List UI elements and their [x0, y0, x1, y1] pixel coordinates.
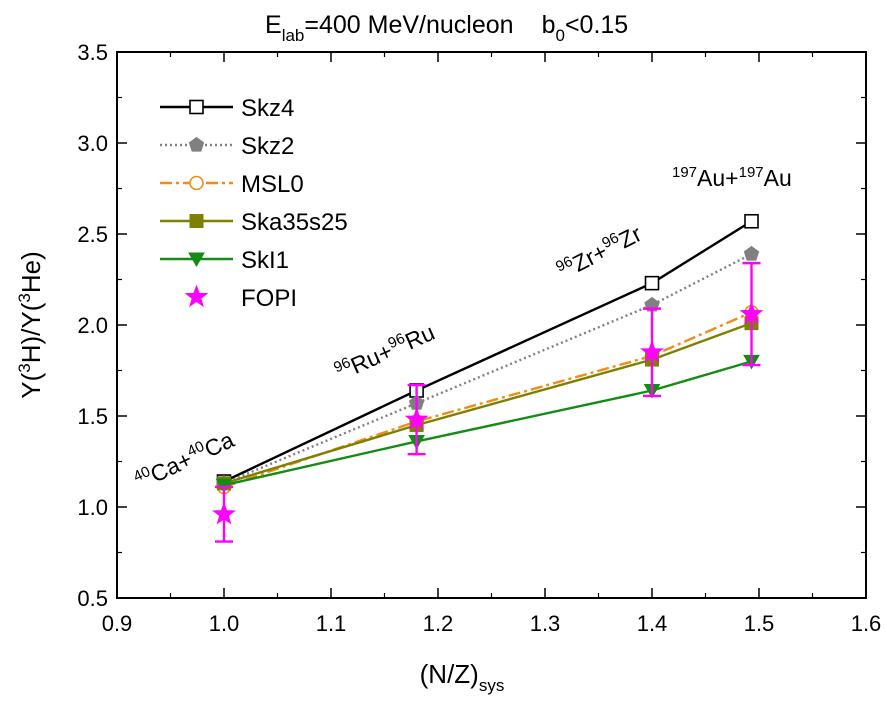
- series-msl0: [216, 304, 759, 495]
- y-tick-label: 2.0: [77, 313, 108, 338]
- x-tick-label: 0.9: [102, 611, 133, 636]
- legend-item: SkI1: [160, 247, 289, 274]
- series-ski1: [215, 354, 760, 494]
- data-point: [215, 478, 233, 494]
- legend-marker: [184, 284, 209, 308]
- series-fopi: [212, 261, 764, 543]
- legend-label: FOPI: [241, 285, 297, 312]
- data-point: [404, 407, 429, 430]
- data-point: [640, 339, 664, 363]
- legend-label: Ska35s25: [241, 209, 348, 236]
- y-tick-label: 3.5: [77, 40, 108, 65]
- legend-item: FOPI: [184, 284, 297, 312]
- legend-label: MSL0: [241, 171, 304, 198]
- y-tick-label: 1.0: [77, 495, 108, 520]
- data-point: [644, 275, 660, 291]
- series-line: [223, 360, 752, 487]
- x-tick-label: 1.3: [530, 611, 561, 636]
- legend-marker: [189, 214, 204, 228]
- series-skz2: [216, 245, 760, 490]
- y-tick-label: 0.5: [77, 586, 108, 611]
- axis-ticks: 0.9 1.0 1.1 1.2 1.3 1.4 1.5 1.6 0.5 1.0 1.5 2.0 2.5 3…: [77, 40, 881, 636]
- legend-item: Ska35s25: [160, 209, 348, 236]
- legend-marker: [188, 252, 205, 268]
- legend-marker: [189, 99, 204, 115]
- legend-marker: [188, 136, 205, 152]
- data-point: [743, 245, 760, 261]
- x-tick-label: 1.5: [744, 611, 775, 636]
- y-tick-label: 1.5: [77, 404, 108, 429]
- legend-item: Skz4: [160, 95, 294, 122]
- y-tick-label: 3.0: [77, 131, 108, 156]
- data-point: [739, 301, 764, 325]
- x-tick-label: 1.4: [637, 611, 668, 636]
- series-line: [223, 220, 753, 483]
- x-tick-label: 1.2: [423, 611, 454, 636]
- legend-item: MSL0: [160, 171, 304, 198]
- series-line: [223, 252, 753, 485]
- chart-title: Elab=400 MeV/nucleon b0<0.15: [265, 11, 628, 45]
- system-label-au: 197Au+197Au: [672, 164, 792, 191]
- legend: Skz4 Skz2 MSL0 Ska35s25 SkI1 FOPI: [160, 95, 348, 312]
- legend-label: Skz2: [241, 133, 294, 160]
- plot-area: [212, 213, 764, 543]
- data-point: [744, 213, 759, 229]
- series-line: [223, 322, 752, 485]
- legend-marker: [189, 175, 204, 191]
- legend-label: SkI1: [241, 247, 289, 274]
- series-line: [223, 311, 752, 489]
- x-axis-title: (N/Z)sys: [420, 659, 505, 695]
- x-tick-label: 1.1: [316, 611, 347, 636]
- system-label-zr: 96Zr+96Zr: [553, 219, 646, 284]
- legend-label: Skz4: [241, 95, 294, 122]
- y-tick-label: 2.5: [77, 222, 108, 247]
- data-point: [212, 501, 236, 525]
- x-tick-label: 1.6: [851, 611, 882, 636]
- y-axis-title: Y(3H)/Y(3He): [15, 251, 46, 399]
- x-tick-label: 1.0: [209, 611, 240, 636]
- legend-item: Skz2: [160, 133, 294, 160]
- system-label-ru: 96Ru+96Ru: [331, 318, 438, 386]
- series-ska35s25: [217, 316, 759, 491]
- plot-frame: [116, 51, 867, 599]
